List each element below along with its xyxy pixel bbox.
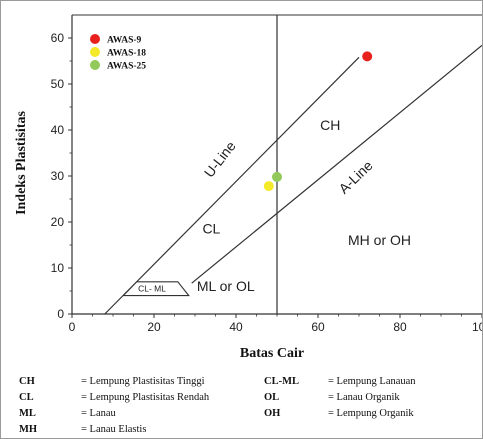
data-point-awas-9	[362, 51, 373, 62]
cl-ml-zone-label: CL- ML	[138, 284, 166, 294]
legend-entry-label: AWAS-25	[107, 62, 146, 72]
x-tick-label: 100	[472, 320, 482, 334]
region-label: ML or OL	[197, 278, 255, 294]
x-tick-label: 80	[393, 320, 407, 334]
chart-legend: AWAS-9 AWAS-18 AWAS-25	[90, 34, 146, 72]
chart-axes: 0 20 40 60 80 100 0 10 20 30 40 50 60	[51, 14, 483, 334]
region-label: A-Line	[335, 157, 375, 197]
legend-code: ML	[19, 408, 36, 419]
x-tick-label: 40	[229, 320, 243, 334]
data-point-awas-18	[263, 181, 274, 192]
legend-marker-awas-9	[90, 34, 100, 44]
x-tick-label: 20	[147, 320, 161, 334]
a-line-reference-line	[191, 44, 483, 284]
legend-description: = Lempung Organik	[328, 408, 414, 419]
chart-region-labels: CH CL MH or OH ML or OL U-Line A-Line	[197, 117, 411, 294]
plasticity-chart: CL- ML 0 20 40 60 80 100 0 10 20 30 40 50 60 CH CL MH …	[14, 14, 483, 361]
legend-code: OL	[264, 392, 280, 403]
legend-code: OH	[264, 408, 281, 419]
y-tick-label: 0	[57, 307, 64, 321]
u-line-reference-line	[104, 56, 360, 315]
y-tick-label: 60	[51, 31, 65, 45]
legend-entry-label: AWAS-9	[107, 36, 142, 46]
y-tick-label: 10	[51, 261, 65, 275]
legend-entry-label: AWAS-18	[107, 49, 146, 59]
legend-marker-awas-25	[90, 60, 100, 70]
y-tick-label: 40	[51, 123, 65, 137]
legend-marker-awas-18	[90, 47, 100, 57]
y-tick-label: 30	[51, 169, 65, 183]
abbreviation-legend: CH = Lempung Plastisitas Tinggi CL = Lempun…	[1, 371, 482, 437]
chart-lines: CL- ML	[104, 15, 483, 315]
legend-description: = Lanau Organik	[328, 392, 400, 403]
legend-code: CH	[19, 376, 35, 387]
y-tick-label: 50	[51, 77, 65, 91]
legend-description: = Lempung Lanauan	[328, 376, 416, 387]
region-label: CL	[202, 221, 220, 237]
x-axis-label: Batas Cair	[240, 346, 304, 361]
y-tick-label: 20	[51, 215, 65, 229]
legend-code: CL	[19, 392, 34, 403]
y-axis-label: Indeks Plastisitas	[14, 111, 29, 215]
legend-code: MH	[19, 424, 38, 435]
region-label: CH	[320, 117, 340, 133]
legend-code: CL-ML	[264, 376, 299, 387]
cl-ml-zone	[121, 281, 190, 297]
legend-description: = Lanau Elastis	[81, 424, 147, 435]
region-label: U-Line	[201, 138, 239, 181]
chart-points	[263, 51, 373, 192]
region-label: MH or OH	[348, 232, 411, 248]
legend-description: = Lempung Plastisitas Tinggi	[81, 376, 205, 387]
legend-description: = Lempung Plastisitas Rendah	[81, 392, 210, 403]
x-tick-label: 0	[69, 320, 76, 334]
legend-description: = Lanau	[81, 408, 116, 419]
x-tick-label: 60	[311, 320, 325, 334]
data-point-awas-25	[272, 171, 282, 182]
